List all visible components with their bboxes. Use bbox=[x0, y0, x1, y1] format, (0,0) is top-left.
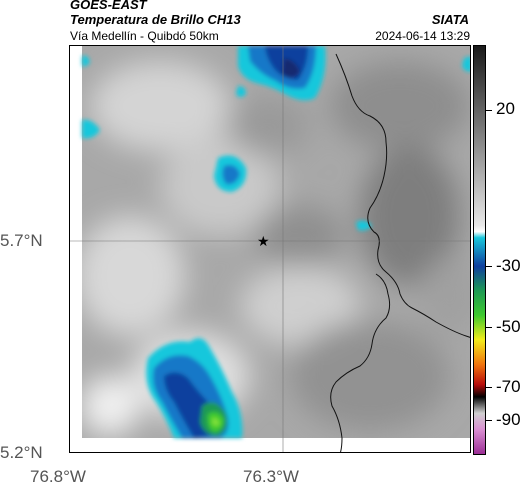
lat-tick-5.7: 5.7°N bbox=[0, 231, 43, 250]
star-icon: ★ bbox=[257, 234, 270, 250]
colorbar-label-minus70: -70 bbox=[496, 377, 521, 396]
lon-tick-76.3: 76.3°W bbox=[243, 467, 299, 486]
colorbar-gradient bbox=[474, 46, 485, 454]
colorbar-label-minus90: -90 bbox=[496, 410, 521, 429]
satellite-name: GOES-EAST bbox=[70, 0, 147, 12]
colorbar-label-20: 20 bbox=[496, 99, 515, 118]
colorbar-label-minus50: -50 bbox=[496, 317, 521, 336]
route-subtitle: Vía Medellín - Quibdó 50km bbox=[70, 29, 219, 43]
product-title: Temperatura de Brillo CH13 bbox=[70, 12, 241, 27]
borders bbox=[330, 53, 470, 452]
colorbar-label-minus30: -30 bbox=[496, 256, 521, 275]
colorbar-tick bbox=[486, 110, 492, 111]
colorbar-tick bbox=[486, 387, 492, 388]
lat-tick-5.2: 5.2°N bbox=[0, 443, 43, 462]
map-canvas: ★ bbox=[70, 46, 470, 452]
agency-label: SIATA bbox=[431, 12, 469, 27]
colorbar-tick bbox=[486, 266, 492, 267]
colorbar-tick bbox=[486, 420, 492, 421]
datetime-label: 2024-06-14 13:29 bbox=[375, 29, 470, 43]
graticule bbox=[70, 46, 470, 452]
convective-clouds bbox=[82, 46, 470, 438]
cloud-texture bbox=[75, 61, 470, 436]
satellite-map[interactable]: ★ bbox=[69, 45, 471, 453]
lon-tick-76.8: 76.8°W bbox=[30, 467, 86, 486]
colorbar-tick bbox=[486, 327, 492, 328]
colorbar bbox=[473, 45, 486, 455]
